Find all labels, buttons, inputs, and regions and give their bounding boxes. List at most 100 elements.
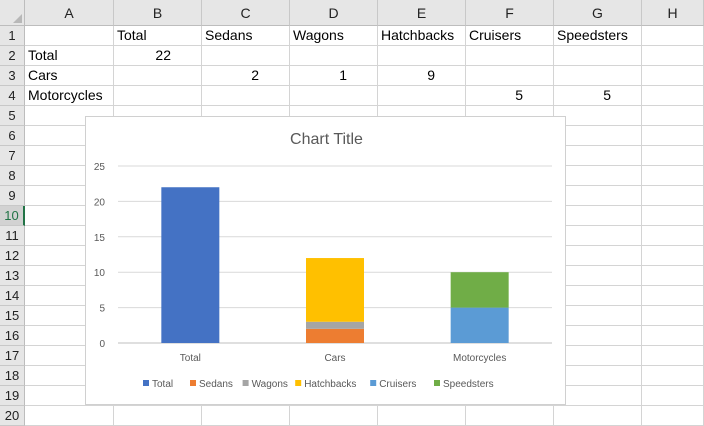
cell-g5[interactable] — [554, 106, 642, 126]
column-header-g[interactable]: G — [554, 0, 642, 26]
cell-h7[interactable] — [642, 146, 704, 166]
cell-h20[interactable] — [642, 406, 704, 426]
stacked-bar-chart[interactable]: Chart Title 0 5 10 15 20 25 Total Cars Motorcycle… — [85, 116, 566, 405]
row-header-8[interactable]: 8 — [0, 166, 25, 186]
cell-e1[interactable]: Hatchbacks — [378, 26, 466, 46]
row-header-3[interactable]: 3 — [0, 66, 25, 86]
cell-g14[interactable] — [554, 286, 642, 306]
column-header-c[interactable]: C — [202, 0, 290, 26]
cell-d20[interactable] — [290, 406, 378, 426]
cell-b3[interactable] — [114, 66, 202, 86]
cell-e20[interactable] — [378, 406, 466, 426]
cell-h4[interactable] — [642, 86, 704, 106]
cell-a1[interactable] — [25, 26, 114, 46]
cell-c1[interactable]: Sedans — [202, 26, 290, 46]
row-header-7[interactable]: 7 — [0, 146, 25, 166]
cell-c2[interactable] — [202, 46, 290, 66]
cell-a20[interactable] — [25, 406, 114, 426]
cell-g18[interactable] — [554, 366, 642, 386]
cell-h13[interactable] — [642, 266, 704, 286]
cell-f20[interactable] — [466, 406, 554, 426]
cell-f1[interactable]: Cruisers — [466, 26, 554, 46]
row-header-9[interactable]: 9 — [0, 186, 25, 206]
column-header-d[interactable]: D — [290, 0, 378, 26]
cell-g17[interactable] — [554, 346, 642, 366]
cell-c3[interactable]: 2 — [202, 66, 290, 86]
cell-b1[interactable]: Total — [114, 26, 202, 46]
cell-g4[interactable]: 5 — [554, 86, 642, 106]
cell-g3[interactable] — [554, 66, 642, 86]
cell-g13[interactable] — [554, 266, 642, 286]
cell-e2[interactable] — [378, 46, 466, 66]
cell-h8[interactable] — [642, 166, 704, 186]
row-header-15[interactable]: 15 — [0, 306, 25, 326]
cell-f2[interactable] — [466, 46, 554, 66]
cell-h1[interactable] — [642, 26, 704, 46]
cell-h19[interactable] — [642, 386, 704, 406]
cell-f4[interactable]: 5 — [466, 86, 554, 106]
column-header-e[interactable]: E — [378, 0, 466, 26]
cell-b20[interactable] — [114, 406, 202, 426]
cell-d2[interactable] — [290, 46, 378, 66]
cell-e3[interactable]: 9 — [378, 66, 466, 86]
cell-g11[interactable] — [554, 226, 642, 246]
cell-h2[interactable] — [642, 46, 704, 66]
cell-h9[interactable] — [642, 186, 704, 206]
cell-d1[interactable]: Wagons — [290, 26, 378, 46]
cell-g10[interactable] — [554, 206, 642, 226]
cell-a4[interactable]: Motorcycles — [25, 86, 114, 106]
cell-g6[interactable] — [554, 126, 642, 146]
cell-c20[interactable] — [202, 406, 290, 426]
cell-c4[interactable] — [202, 86, 290, 106]
row-header-11[interactable]: 11 — [0, 226, 25, 246]
cell-g16[interactable] — [554, 326, 642, 346]
cell-h17[interactable] — [642, 346, 704, 366]
cell-h6[interactable] — [642, 126, 704, 146]
cell-d4[interactable] — [290, 86, 378, 106]
row-header-6[interactable]: 6 — [0, 126, 25, 146]
cell-h5[interactable] — [642, 106, 704, 126]
cell-b4[interactable] — [114, 86, 202, 106]
column-header-f[interactable]: F — [466, 0, 554, 26]
cell-g8[interactable] — [554, 166, 642, 186]
cell-f3[interactable] — [466, 66, 554, 86]
row-header-1[interactable]: 1 — [0, 26, 25, 46]
row-header-10[interactable]: 10 — [0, 206, 25, 226]
column-header-a[interactable]: A — [25, 0, 114, 26]
cell-h15[interactable] — [642, 306, 704, 326]
cell-g12[interactable] — [554, 246, 642, 266]
row-header-4[interactable]: 4 — [0, 86, 25, 106]
cell-h11[interactable] — [642, 226, 704, 246]
cell-g9[interactable] — [554, 186, 642, 206]
cell-h10[interactable] — [642, 206, 704, 226]
cell-a3[interactable]: Cars — [25, 66, 114, 86]
cell-g2[interactable] — [554, 46, 642, 66]
cell-h12[interactable] — [642, 246, 704, 266]
cell-h18[interactable] — [642, 366, 704, 386]
row-header-18[interactable]: 18 — [0, 366, 25, 386]
row-header-19[interactable]: 19 — [0, 386, 25, 406]
row-header-20[interactable]: 20 — [0, 406, 25, 426]
row-header-12[interactable]: 12 — [0, 246, 25, 266]
row-header-5[interactable]: 5 — [0, 106, 25, 126]
cell-h3[interactable] — [642, 66, 704, 86]
cell-g19[interactable] — [554, 386, 642, 406]
cell-b2[interactable]: 22 — [114, 46, 202, 66]
cell-g15[interactable] — [554, 306, 642, 326]
column-header-b[interactable]: B — [114, 0, 202, 26]
select-all-corner[interactable] — [0, 0, 25, 26]
cell-g1[interactable]: Speedsters — [554, 26, 642, 46]
cell-d3[interactable]: 1 — [290, 66, 378, 86]
row-header-2[interactable]: 2 — [0, 46, 25, 66]
cell-e4[interactable] — [378, 86, 466, 106]
cell-g20[interactable] — [554, 406, 642, 426]
row-header-13[interactable]: 13 — [0, 266, 25, 286]
row-header-14[interactable]: 14 — [0, 286, 25, 306]
cell-g7[interactable] — [554, 146, 642, 166]
cell-h14[interactable] — [642, 286, 704, 306]
row-header-17[interactable]: 17 — [0, 346, 25, 366]
row-header-16[interactable]: 16 — [0, 326, 25, 346]
column-header-h[interactable]: H — [642, 0, 704, 26]
cell-a2[interactable]: Total — [25, 46, 114, 66]
cell-h16[interactable] — [642, 326, 704, 346]
